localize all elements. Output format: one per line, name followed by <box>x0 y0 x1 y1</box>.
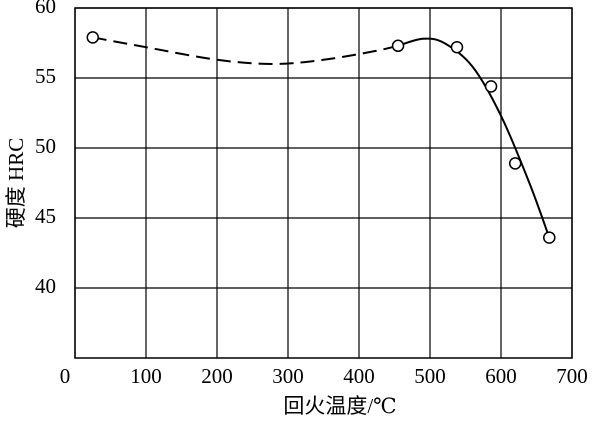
data-point <box>450 40 464 54</box>
data-point <box>391 39 405 53</box>
x-tick-label: 500 <box>414 364 446 388</box>
solid-curve <box>397 37 551 238</box>
x-tick-label: 300 <box>272 364 304 388</box>
data-point <box>86 31 99 44</box>
x-tick-label: 400 <box>343 364 375 388</box>
x-axis-label: 回火温度/℃ <box>283 394 396 418</box>
x-tick-label: 0 <box>60 364 71 388</box>
x-tick-label: 200 <box>201 364 233 388</box>
dashed-curve <box>92 36 399 66</box>
data-point <box>484 80 498 93</box>
x-tick-label: 600 <box>485 364 517 388</box>
y-tick-label: 55 <box>35 64 56 88</box>
data-point <box>508 157 522 170</box>
y-axis-label: 硬度 HRC <box>4 138 28 228</box>
x-tick-label: 100 <box>130 364 162 388</box>
y-tick-label: 40 <box>35 274 56 298</box>
x-tick-label: 700 <box>556 364 588 388</box>
y-tick-label: 45 <box>35 204 56 228</box>
y-tick-label: 50 <box>35 134 56 158</box>
y-tick-label: 60 <box>35 0 56 18</box>
data-point <box>543 231 556 244</box>
